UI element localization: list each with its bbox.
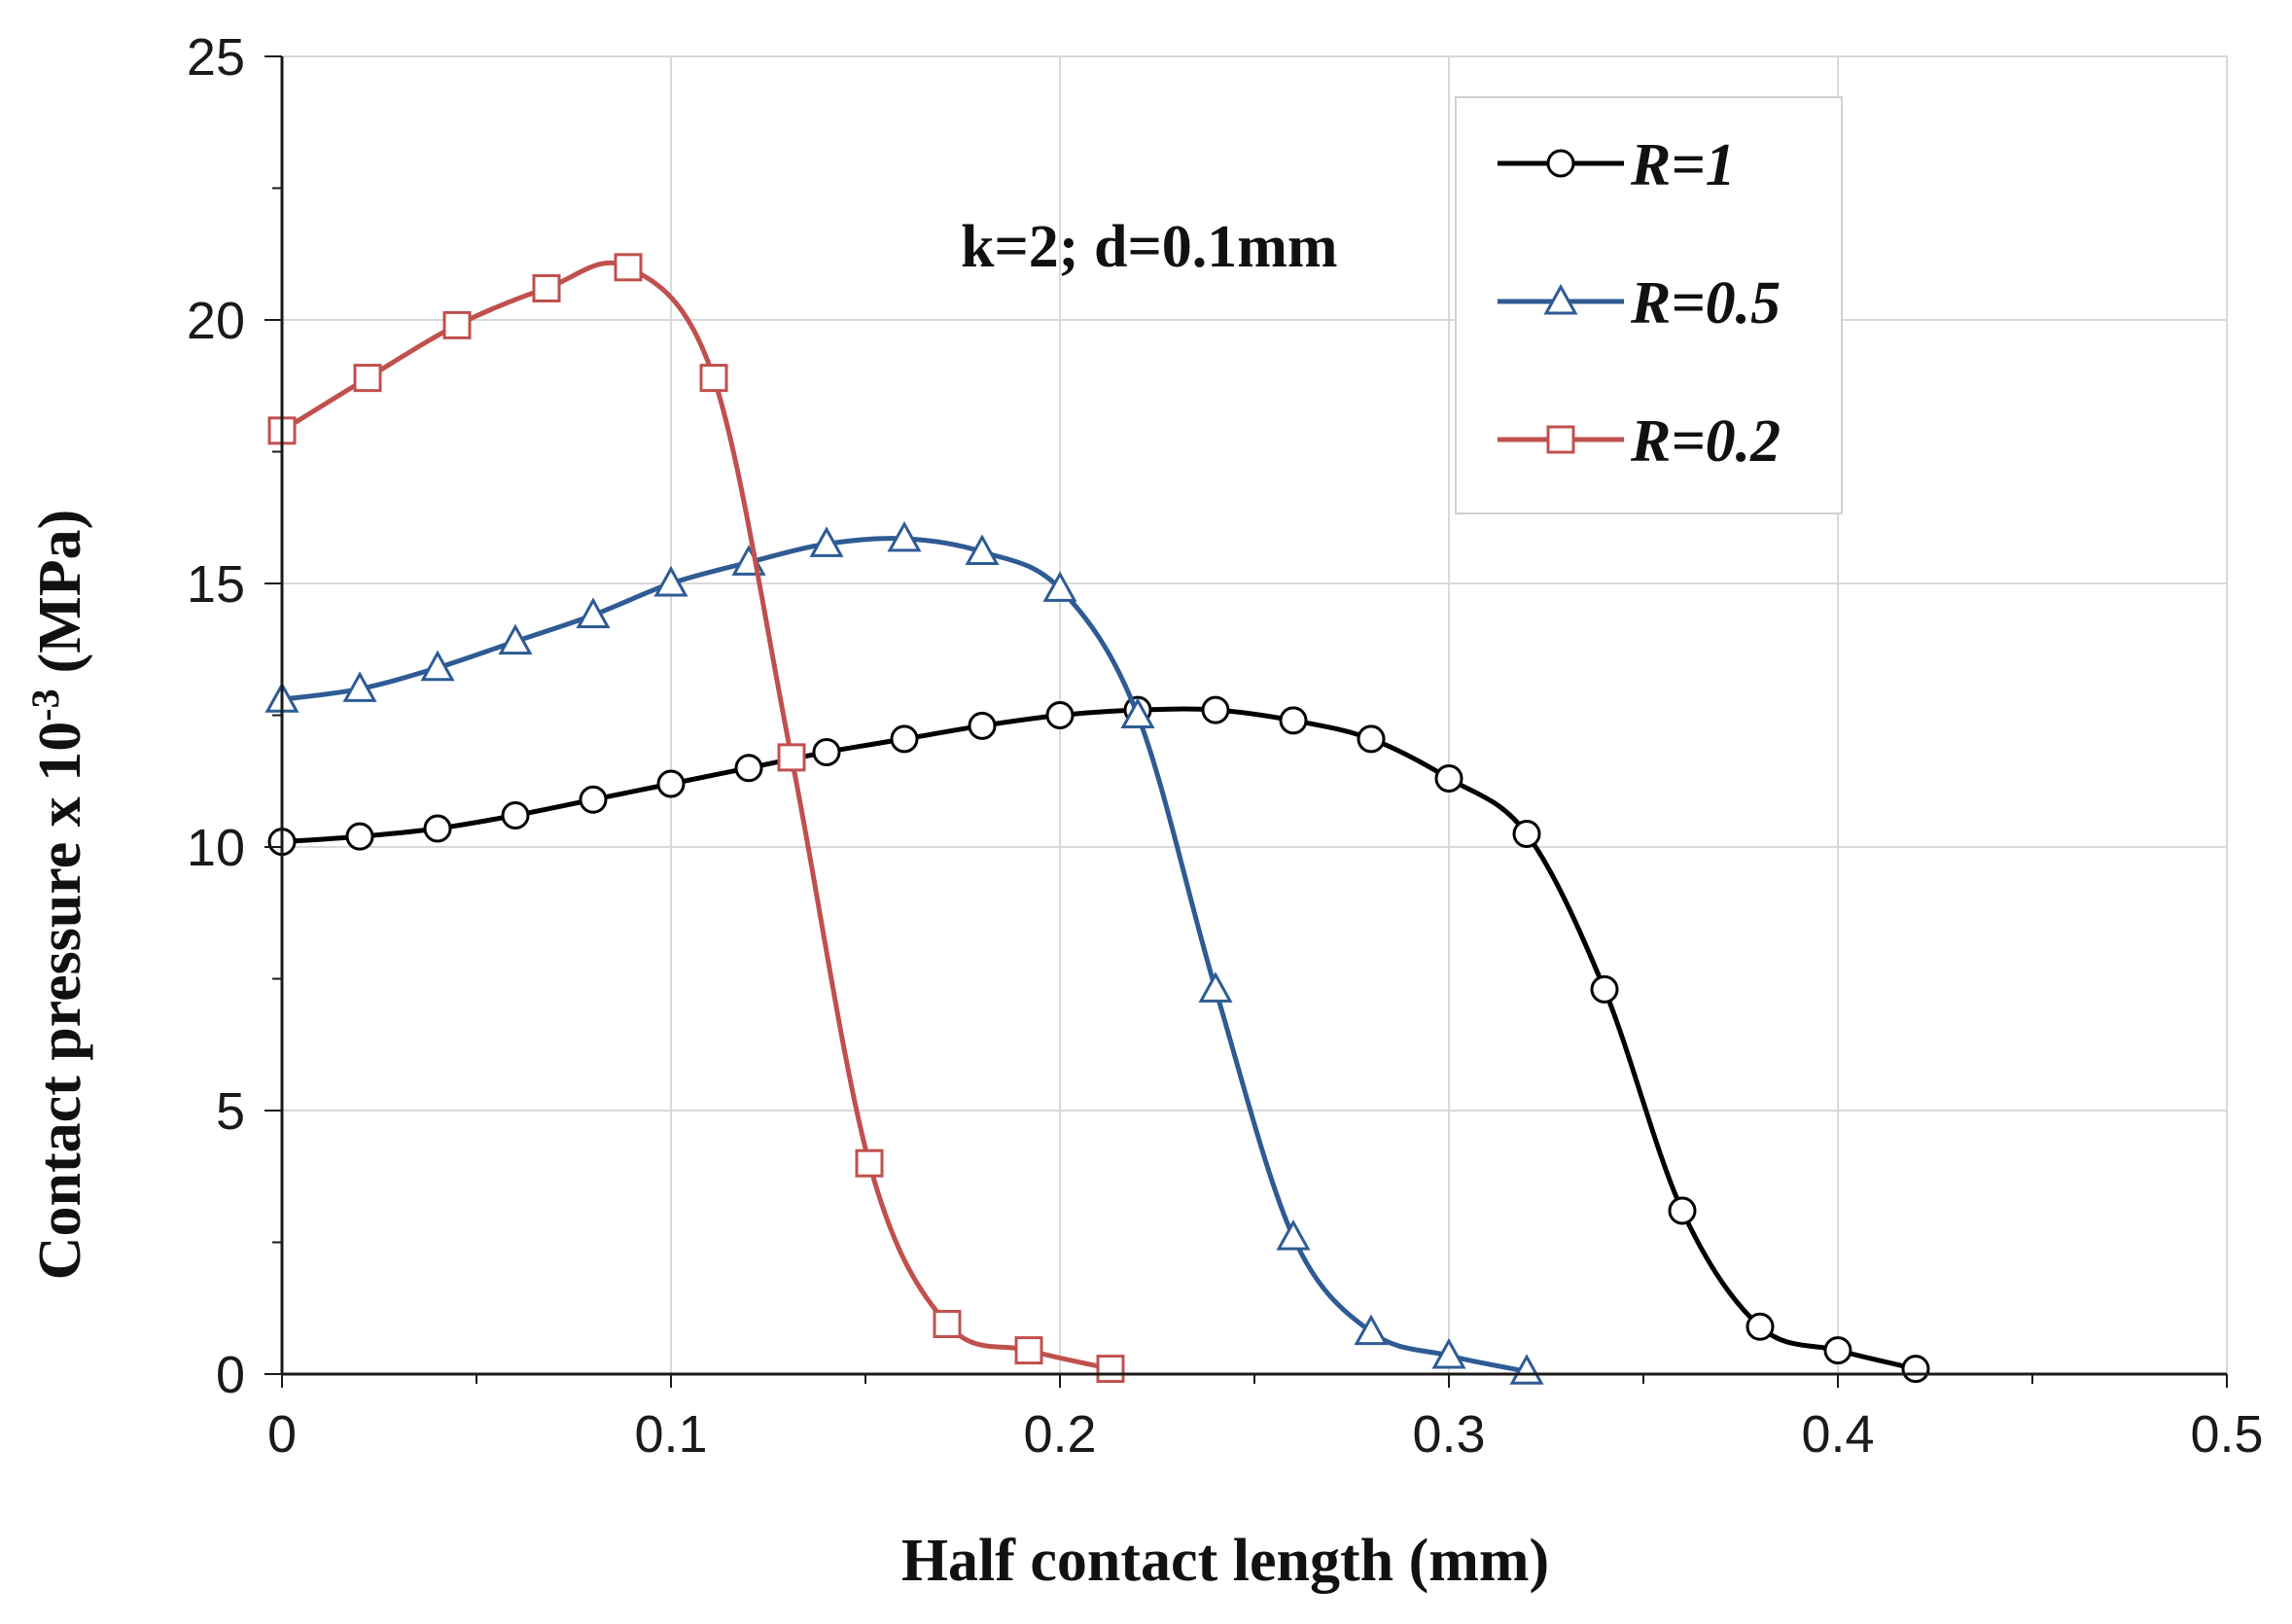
y-tick-label: 10 bbox=[187, 819, 245, 877]
legend-box bbox=[1455, 96, 1843, 514]
data-point bbox=[968, 711, 997, 740]
legend-label: R=0.5 bbox=[1630, 270, 1781, 336]
data-point bbox=[1279, 706, 1308, 735]
x-axis-title: Half contact length (mm) bbox=[901, 1528, 1549, 1594]
series-triangle bbox=[264, 520, 1544, 1385]
y-tick-label: 20 bbox=[187, 292, 245, 350]
data-point bbox=[653, 565, 688, 597]
x-tick-label: 0.5 bbox=[2190, 1405, 2263, 1464]
data-point bbox=[887, 520, 922, 552]
tick-labels: 0 0.1 0.2 0.3 0.4 0.5 0 5 10 15 20 25 bbox=[187, 28, 2264, 1464]
data-point bbox=[420, 650, 455, 682]
series-circle bbox=[267, 695, 1930, 1384]
data-point bbox=[579, 785, 608, 814]
series-layer bbox=[264, 253, 1930, 1385]
data-point bbox=[1276, 1218, 1311, 1251]
axes bbox=[264, 55, 2228, 1388]
y-tick-label: 25 bbox=[187, 28, 245, 87]
x-tick-label: 0.3 bbox=[1412, 1405, 1485, 1464]
legend: R=1 R=0.5 R=0.2 bbox=[1455, 96, 1843, 514]
legend-label: R=0.2 bbox=[1630, 408, 1781, 475]
data-point bbox=[498, 623, 533, 655]
legend-item: R=0.5 bbox=[1498, 270, 1781, 336]
data-point bbox=[1357, 724, 1386, 754]
data-point bbox=[1354, 1314, 1389, 1346]
series-line bbox=[281, 536, 1528, 1374]
data-point bbox=[890, 724, 919, 754]
y-axis-title-exponent: -3 bbox=[23, 688, 67, 721]
data-point bbox=[1045, 701, 1075, 729]
legend-item: R=1 bbox=[1498, 132, 1736, 198]
data-point bbox=[812, 737, 841, 766]
data-point bbox=[1096, 1355, 1125, 1384]
data-point bbox=[1509, 1354, 1544, 1385]
x-tick-label: 0.4 bbox=[1801, 1405, 1874, 1464]
data-point bbox=[1120, 697, 1155, 728]
data-point bbox=[1201, 695, 1230, 724]
data-point bbox=[965, 534, 1000, 565]
data-point bbox=[1512, 819, 1541, 848]
x-tick-label: 0.2 bbox=[1023, 1405, 1096, 1464]
data-point bbox=[1434, 764, 1463, 794]
data-point bbox=[614, 253, 643, 282]
legend-marker bbox=[1546, 149, 1575, 178]
data-point bbox=[734, 754, 763, 783]
minor-ticks bbox=[272, 187, 2033, 1384]
data-point bbox=[1042, 571, 1077, 602]
data-point bbox=[1590, 974, 1619, 1004]
data-point bbox=[353, 364, 382, 393]
y-axis-title: Contact pressure x 10-3 (MPa) bbox=[23, 510, 93, 1281]
data-point bbox=[1014, 1336, 1043, 1365]
data-point bbox=[442, 310, 472, 339]
data-point bbox=[342, 671, 377, 702]
legend-item: R=0.2 bbox=[1498, 408, 1781, 475]
y-tick-label: 0 bbox=[216, 1346, 245, 1404]
data-point bbox=[855, 1148, 884, 1178]
data-point bbox=[656, 769, 686, 798]
data-point bbox=[1668, 1196, 1697, 1225]
y-tick-label: 15 bbox=[187, 555, 245, 614]
series-square bbox=[267, 253, 1125, 1384]
data-point bbox=[1745, 1312, 1775, 1341]
data-point bbox=[933, 1310, 962, 1339]
data-point bbox=[345, 822, 374, 851]
legend-marker bbox=[1543, 283, 1578, 315]
x-tick-label: 0 bbox=[267, 1405, 297, 1464]
y-tick-label: 5 bbox=[216, 1082, 245, 1141]
data-point bbox=[699, 364, 728, 393]
data-point bbox=[532, 273, 561, 302]
legend-label: R=1 bbox=[1630, 132, 1736, 198]
data-point bbox=[777, 743, 806, 772]
data-point bbox=[1823, 1336, 1852, 1365]
data-point bbox=[809, 526, 844, 557]
legend-marker bbox=[1546, 425, 1575, 454]
y-axis-title-unit: (MPa) bbox=[27, 510, 93, 674]
data-point bbox=[423, 814, 452, 843]
annotation-text: k=2; d=0.1mm bbox=[961, 214, 1338, 280]
data-point bbox=[501, 800, 530, 830]
data-point bbox=[576, 597, 611, 629]
data-point bbox=[1901, 1355, 1930, 1384]
data-point bbox=[1198, 971, 1233, 1003]
data-point bbox=[1431, 1337, 1466, 1369]
series-line bbox=[280, 260, 1111, 1372]
grid bbox=[282, 55, 2228, 1374]
x-tick-label: 0.1 bbox=[634, 1405, 707, 1464]
y-axis-title-main: Contact pressure x 10 bbox=[27, 722, 93, 1281]
